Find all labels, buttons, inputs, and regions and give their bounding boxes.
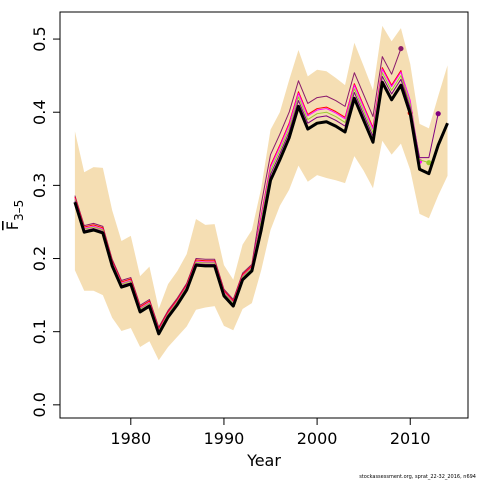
y-tick-label: 0.1 (30, 319, 49, 344)
x-tick-label: 1990 (204, 429, 245, 448)
retro-end-point (435, 111, 441, 117)
y-tick-label: 0.5 (30, 26, 49, 51)
confidence-band (74, 25, 448, 361)
x-axis-label: Year (246, 451, 281, 470)
plot-frame (59, 11, 469, 419)
estimate-line (73, 80, 449, 336)
y-tick-label: 0.3 (30, 173, 49, 198)
footnote: stockassessment.org, sprat_22-32_2016, n… (359, 474, 476, 480)
y-axis-label: F3–5 (3, 200, 26, 230)
y-tick-label: 0.2 (30, 246, 49, 271)
x-tick-label: 2000 (297, 429, 338, 448)
retro-end-point (426, 160, 432, 166)
x-tick-label: 2010 (390, 429, 431, 448)
y-tick-label: 0.4 (30, 99, 49, 124)
retro-end-point (398, 45, 404, 52)
y-axis-label-sub: 3–5 (12, 200, 26, 221)
y-tick-label: 0.0 (30, 392, 49, 417)
y-axis-label-main: F (3, 221, 22, 230)
x-tick-label: 1980 (110, 429, 151, 448)
retro-line (74, 67, 411, 330)
